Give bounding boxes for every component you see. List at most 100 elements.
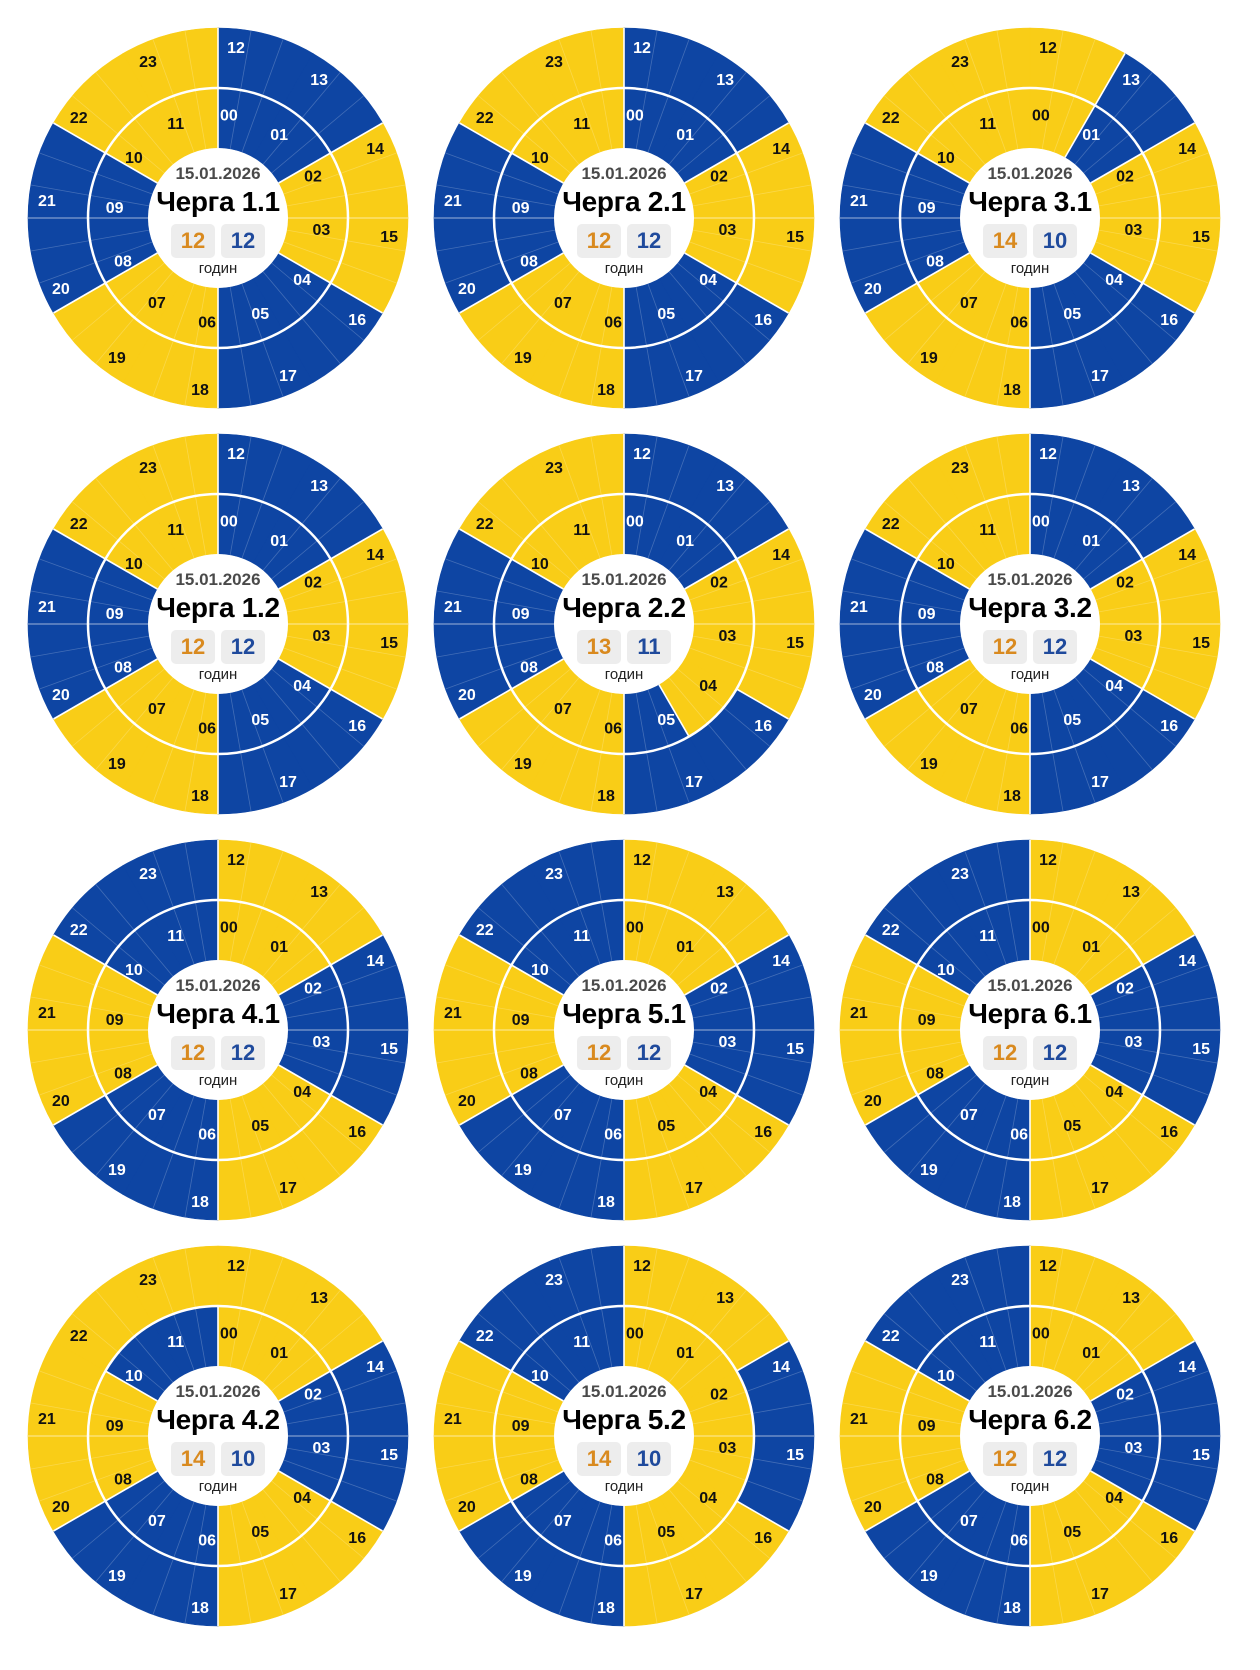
hour-label-06: 06: [1010, 314, 1028, 331]
hour-label-19: 19: [920, 350, 938, 367]
hour-label-06: 06: [198, 720, 216, 737]
hour-label-05: 05: [251, 1118, 269, 1135]
state-boundary-line: [1064, 105, 1096, 158]
hour-label-10: 10: [125, 962, 143, 979]
schedule-wheel: 00 01 02 03 04 05 06 07 08 09 10 11 12 13 14 15 16 17 18 19…: [424, 18, 824, 418]
hour-label-00: 00: [220, 514, 238, 531]
hour-label-04: 04: [293, 678, 311, 695]
state-boundary-line: [53, 122, 106, 154]
schedule-wheel: 00 01 02 03 04 05 06 07 08 09 10 11 12 13 14 15 16 17 18 19…: [18, 18, 418, 418]
hour-label-03: 03: [313, 1034, 331, 1051]
hour-label-11: 11: [573, 116, 590, 133]
hour-label-10: 10: [125, 556, 143, 573]
hour-label-09: 09: [106, 200, 124, 217]
hour-label-11: 11: [167, 1334, 184, 1351]
schedule-wheel: 00 01 02 03 04 05 06 07 08 09 10 11 12 13 14 15 16 17 18 19…: [830, 18, 1230, 418]
state-boundary-line: [459, 1340, 512, 1372]
hour-label-20: 20: [458, 281, 476, 298]
hour-label-18: 18: [191, 1194, 209, 1211]
hour-label-04: 04: [293, 1084, 311, 1101]
hour-label-07: 07: [960, 295, 978, 312]
hour-label-15: 15: [380, 229, 398, 246]
hour-label-11: 11: [167, 928, 184, 945]
hour-label-20: 20: [52, 1499, 70, 1516]
hour-counts: 12 12: [148, 1036, 288, 1070]
ring-divider: [492, 898, 756, 1162]
schedule-date: 15.01.2026: [581, 570, 667, 589]
hour-label-13: 13: [716, 478, 734, 495]
hour-label-09: 09: [918, 200, 936, 217]
hour-label-07: 07: [960, 1513, 978, 1530]
hour-label-11: 11: [167, 522, 184, 539]
hour-label-00: 00: [1032, 514, 1050, 531]
hour-label-04: 04: [1105, 1490, 1123, 1507]
hour-label-09: 09: [512, 606, 530, 623]
state-boundary-line: [105, 1470, 158, 1502]
state-boundary-line: [736, 528, 789, 560]
hour-label-23: 23: [545, 54, 563, 71]
hour-label-22: 22: [476, 110, 494, 127]
hour-label-14: 14: [1178, 953, 1196, 970]
hour-label-16: 16: [754, 718, 772, 735]
hour-label-17: 17: [1091, 1180, 1109, 1197]
hour-label-02: 02: [1116, 981, 1134, 998]
hour-label-13: 13: [1122, 884, 1140, 901]
state-boundary-line: [330, 934, 383, 966]
state-boundary-line: [511, 658, 564, 690]
queue-title: Черга 4.2: [156, 1404, 280, 1435]
hour-label-23: 23: [139, 866, 157, 883]
queue-title: Черга 6.1: [968, 998, 1092, 1029]
hour-label-19: 19: [108, 1568, 126, 1585]
hour-label-15: 15: [786, 229, 804, 246]
hour-label-13: 13: [716, 72, 734, 89]
hour-label-06: 06: [1010, 1126, 1028, 1143]
state-boundary-line: [459, 282, 512, 314]
hour-label-01: 01: [270, 533, 288, 550]
hour-label-08: 08: [520, 1471, 538, 1488]
schedule-ring: 00 01 02 03 04 05 06 07 08 09 10 11 12 13 14 15 16 17 18 19…: [433, 839, 815, 1221]
hour-label-15: 15: [1192, 1447, 1210, 1464]
hour-label-22: 22: [882, 1328, 900, 1345]
schedule-wheel: 00 01 02 03 04 05 06 07 08 09 10 11 12 13 14 15 16 17 18 19…: [830, 830, 1230, 1230]
power-on-hours-badge: 12: [983, 1036, 1027, 1070]
hour-label-18: 18: [597, 1600, 615, 1617]
hour-label-08: 08: [926, 1471, 944, 1488]
power-off-hours-badge: 12: [221, 224, 265, 258]
hour-label-20: 20: [864, 687, 882, 704]
hour-label-04: 04: [699, 272, 717, 289]
hour-label-05: 05: [1063, 1524, 1081, 1541]
hour-label-02: 02: [710, 169, 728, 186]
hour-counts: 12 12: [148, 630, 288, 664]
schedule-date: 15.01.2026: [987, 976, 1073, 995]
hour-label-17: 17: [279, 368, 297, 385]
state-boundary-line: [865, 122, 918, 154]
hour-label-06: 06: [198, 314, 216, 331]
hour-label-08: 08: [926, 1065, 944, 1082]
power-on-hours-badge: 12: [171, 630, 215, 664]
state-boundary-line: [736, 122, 789, 154]
hour-label-22: 22: [882, 516, 900, 533]
hour-label-14: 14: [772, 1359, 790, 1376]
hour-label-01: 01: [1082, 1345, 1100, 1362]
hour-label-22: 22: [476, 1328, 494, 1345]
state-boundary-line: [917, 152, 970, 184]
hour-label-17: 17: [279, 1180, 297, 1197]
schedule-date: 15.01.2026: [987, 1382, 1073, 1401]
state-boundary-line: [1094, 53, 1126, 106]
wheel-center: 15.01.2026 Черга 2.2 13 11 годин: [554, 554, 694, 694]
hours-unit-label: годин: [198, 666, 238, 683]
hour-label-08: 08: [520, 659, 538, 676]
state-boundary-line: [1142, 688, 1195, 720]
hour-label-05: 05: [1063, 1118, 1081, 1135]
state-boundary-line: [330, 1500, 383, 1532]
hour-label-17: 17: [1091, 1586, 1109, 1603]
power-off-hours-badge: 12: [221, 630, 265, 664]
schedule-wheel: 00 01 02 03 04 05 06 07 08 09 10 11 12 13 14 15 16 17 18 19…: [424, 1236, 824, 1636]
schedule-ring: 00 01 02 03 04 05 06 07 08 09 10 11 12 13 14 15 16 17 18 19…: [839, 839, 1221, 1221]
hour-counts: 14 10: [960, 224, 1100, 258]
queue-title: Черга 3.1: [968, 186, 1092, 217]
hour-label-12: 12: [1039, 446, 1057, 463]
hour-label-07: 07: [148, 1107, 166, 1124]
state-boundary-line: [330, 528, 383, 560]
ring-divider: [86, 86, 350, 350]
